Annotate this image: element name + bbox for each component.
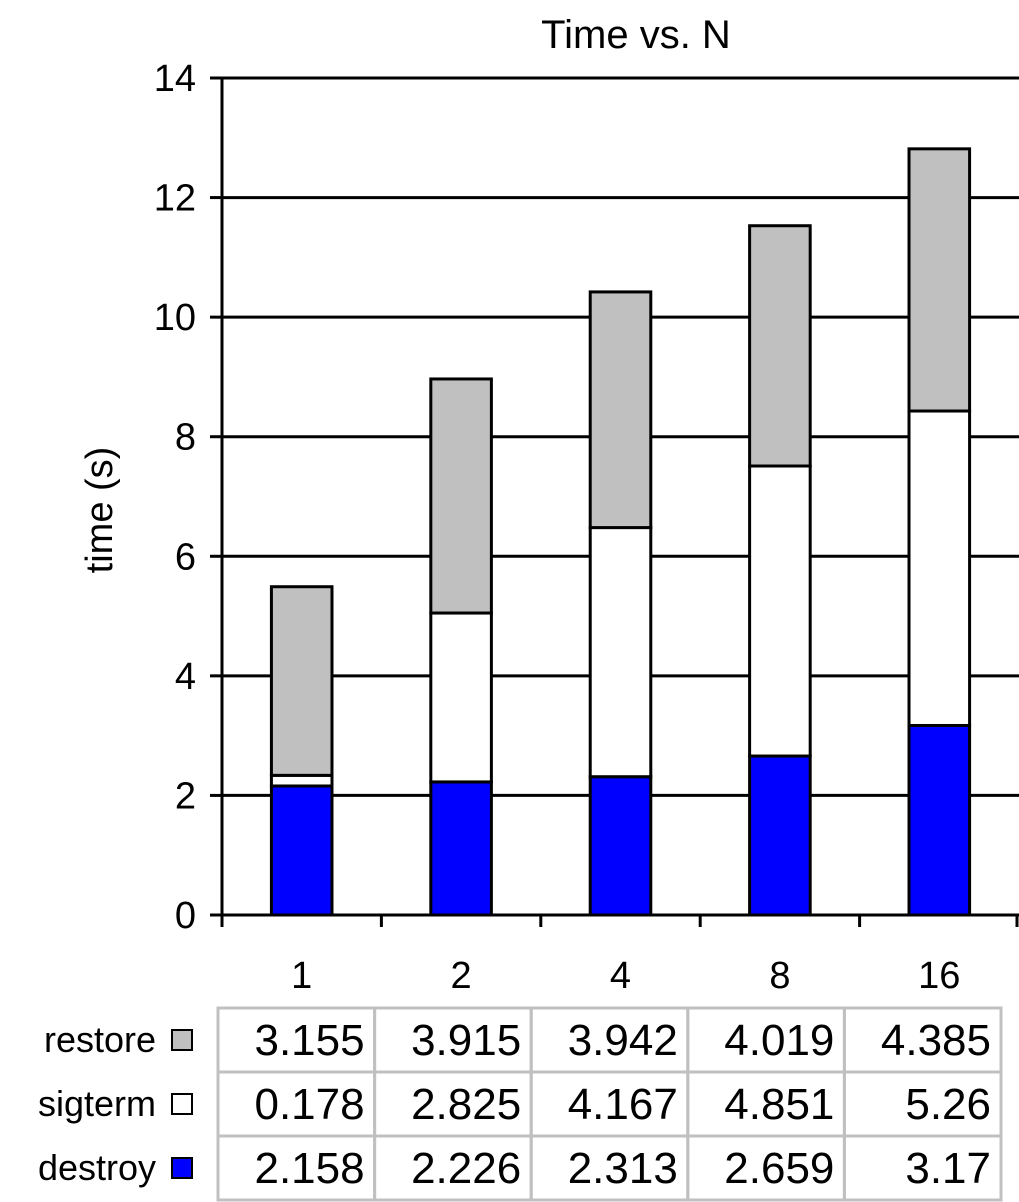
x-tick-label: 1 (291, 955, 312, 997)
bar-segment-restore (429, 377, 493, 615)
table-value-destroy: 2.659 (724, 1144, 834, 1193)
bar-segment-sigterm (748, 464, 812, 758)
bar-segment-restore (588, 290, 653, 530)
bar-segment-restore (269, 585, 334, 777)
table-value-sigterm: 0.178 (254, 1080, 364, 1129)
table-value-sigterm: 5.26 (905, 1080, 991, 1129)
bars (269, 147, 972, 917)
bar-segment-restore (907, 147, 972, 413)
table-value-restore: 3.942 (568, 1016, 678, 1065)
table-value-sigterm: 4.167 (568, 1080, 678, 1129)
bar-segment-destroy (269, 784, 334, 917)
legend-swatch-destroy (171, 1157, 193, 1179)
table-value-sigterm: 4.851 (724, 1080, 834, 1129)
data-table: restore 3.155 3.915 3.942 4.019 4.385 sigterm 0… (38, 1006, 1003, 1202)
x-tick-label: 2 (451, 955, 472, 997)
bar-segment-destroy (588, 775, 653, 917)
table-value-destroy: 2.158 (254, 1144, 364, 1193)
legend-swatch-restore (171, 1029, 193, 1051)
legend-label-restore: restore (44, 1019, 156, 1060)
x-tick-label: 8 (769, 955, 790, 997)
table-value-destroy: 2.313 (568, 1144, 678, 1193)
bar-segment-restore (748, 224, 812, 468)
y-tick-label: 2 (175, 775, 196, 817)
table-value-restore: 3.915 (411, 1016, 521, 1065)
bar-segment-sigterm (429, 611, 493, 784)
table-value-destroy: 2.226 (411, 1144, 521, 1193)
table-value-destroy: 3.17 (905, 1144, 991, 1193)
table-cell (842, 1134, 1003, 1202)
y-tick-label: 10 (154, 297, 196, 339)
legend-label-sigterm: sigterm (38, 1083, 156, 1124)
chart-title: Time vs. N (541, 13, 731, 57)
bar-segment-destroy (907, 723, 972, 917)
x-tick-label: 4 (610, 955, 631, 997)
bar-segment-destroy (748, 754, 812, 917)
table-value-restore: 3.155 (254, 1016, 364, 1065)
table-value-sigterm: 2.825 (411, 1080, 521, 1129)
y-tick-label: 0 (175, 895, 196, 937)
bar-segment-destroy (429, 780, 493, 917)
table-value-restore: 4.019 (724, 1016, 834, 1065)
y-tick-label: 12 (154, 178, 196, 220)
legend-swatch-sigterm (171, 1093, 193, 1115)
y-tick-label: 8 (175, 417, 196, 459)
bar-segment-sigterm (588, 526, 653, 779)
y-tick-label: 4 (175, 656, 196, 698)
x-tick-label: 16 (918, 955, 960, 997)
table-value-restore: 4.385 (881, 1016, 991, 1065)
y-tick-label: 14 (154, 58, 196, 100)
legend-label-destroy: destroy (38, 1147, 156, 1188)
y-axis-label: time (s) (79, 447, 121, 574)
bar-segment-sigterm (269, 773, 334, 788)
bar-segment-sigterm (907, 409, 972, 727)
y-tick-label: 6 (175, 536, 196, 578)
